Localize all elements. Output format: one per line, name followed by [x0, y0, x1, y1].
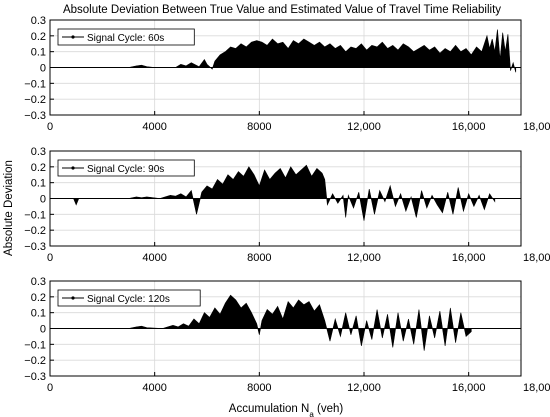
x-tick-label-1: 4000	[142, 121, 166, 133]
y-tick-label-3: 0	[40, 63, 46, 75]
x-tick-label-2: 8000	[247, 252, 271, 264]
x-tick-label-4: 16,000	[452, 121, 486, 133]
y-tick-label-3: 0	[40, 194, 46, 206]
y-tick-label-2: 0.1	[31, 178, 46, 190]
x-tick-label-0: 0	[47, 252, 53, 264]
y-tick-label-4: −0.1	[24, 339, 46, 351]
panel-120s: 0.30.20.10−0.1−0.2−0.30 4000 8000 12,000 16,…	[24, 276, 550, 394]
y-tick-label-2: 0.1	[31, 47, 46, 59]
y-tick-label-4: −0.1	[24, 78, 46, 90]
x-tick-label-1: 4000	[142, 382, 166, 394]
deviation-area	[50, 294, 472, 351]
y-axis-label: Absolute Deviation	[3, 160, 15, 256]
y-tick-label-4: −0.1	[24, 209, 46, 221]
legend-box	[57, 159, 195, 177]
legend: Signal Cycle: 120s	[57, 289, 201, 307]
y-tick-label-1: 0.2	[31, 162, 46, 174]
x-tick-label-0: 0	[47, 121, 53, 133]
legend-marker	[71, 166, 75, 170]
panel-90s: 0.30.20.10−0.1−0.2−0.30 4000 8000 12,000 16,…	[24, 146, 550, 264]
x-axis-label-unit: (veh)	[314, 403, 344, 415]
x-axis-label: Accumulation Na (veh)	[229, 403, 344, 417]
y-tick-label-5: −0.2	[24, 355, 46, 367]
x-tick-label-3: 12,000	[347, 252, 381, 264]
y-tick-label-5: −0.2	[24, 94, 46, 106]
legend: Signal Cycle: 60s	[57, 28, 195, 46]
panel-60s: 0.30.20.10−0.1−0.2−0.30 4000 8000 12,000 16,…	[24, 15, 550, 133]
x-axis-label-main: Accumulation N	[229, 403, 310, 415]
legend-box	[57, 289, 201, 307]
x-tick-label-4: 16,000	[452, 252, 486, 264]
y-tick-label-0: 0.3	[31, 276, 46, 288]
legend-label: Signal Cycle: 60s	[87, 33, 164, 44]
chart-title: Absolute Deviation Between True Value an…	[63, 4, 501, 16]
x-tick-label-0: 0	[47, 382, 53, 394]
y-tick-label-6: −0.3	[24, 110, 46, 122]
legend: Signal Cycle: 90s	[57, 159, 195, 177]
x-tick-label-2: 8000	[247, 121, 271, 133]
x-tick-label-4: 16,000	[452, 382, 486, 394]
y-tick-label-3: 0	[40, 324, 46, 336]
y-tick-label-1: 0.2	[31, 31, 46, 43]
y-tick-label-0: 0.3	[31, 15, 46, 27]
x-axis-label-sub: a	[309, 410, 314, 417]
x-tick-label-3: 12,000	[347, 121, 381, 133]
x-tick-label-5: 18,000	[523, 252, 550, 264]
legend-label: Signal Cycle: 90s	[87, 164, 164, 175]
x-tick-label-5: 18,000	[523, 382, 550, 394]
legend-box	[57, 28, 195, 46]
y-tick-label-6: −0.3	[24, 371, 46, 383]
legend-marker	[71, 296, 75, 300]
x-tick-label-5: 18,000	[523, 121, 550, 133]
y-tick-label-0: 0.3	[31, 146, 46, 158]
y-tick-label-5: −0.2	[24, 225, 46, 237]
deviation-area	[50, 164, 496, 221]
legend-label: Signal Cycle: 120s	[87, 294, 170, 305]
x-tick-label-2: 8000	[247, 382, 271, 394]
y-tick-label-1: 0.2	[31, 292, 46, 304]
legend-marker	[71, 35, 75, 39]
y-tick-label-2: 0.1	[31, 308, 46, 320]
y-tick-label-6: −0.3	[24, 241, 46, 253]
x-tick-label-3: 12,000	[347, 382, 381, 394]
x-tick-label-1: 4000	[142, 252, 166, 264]
